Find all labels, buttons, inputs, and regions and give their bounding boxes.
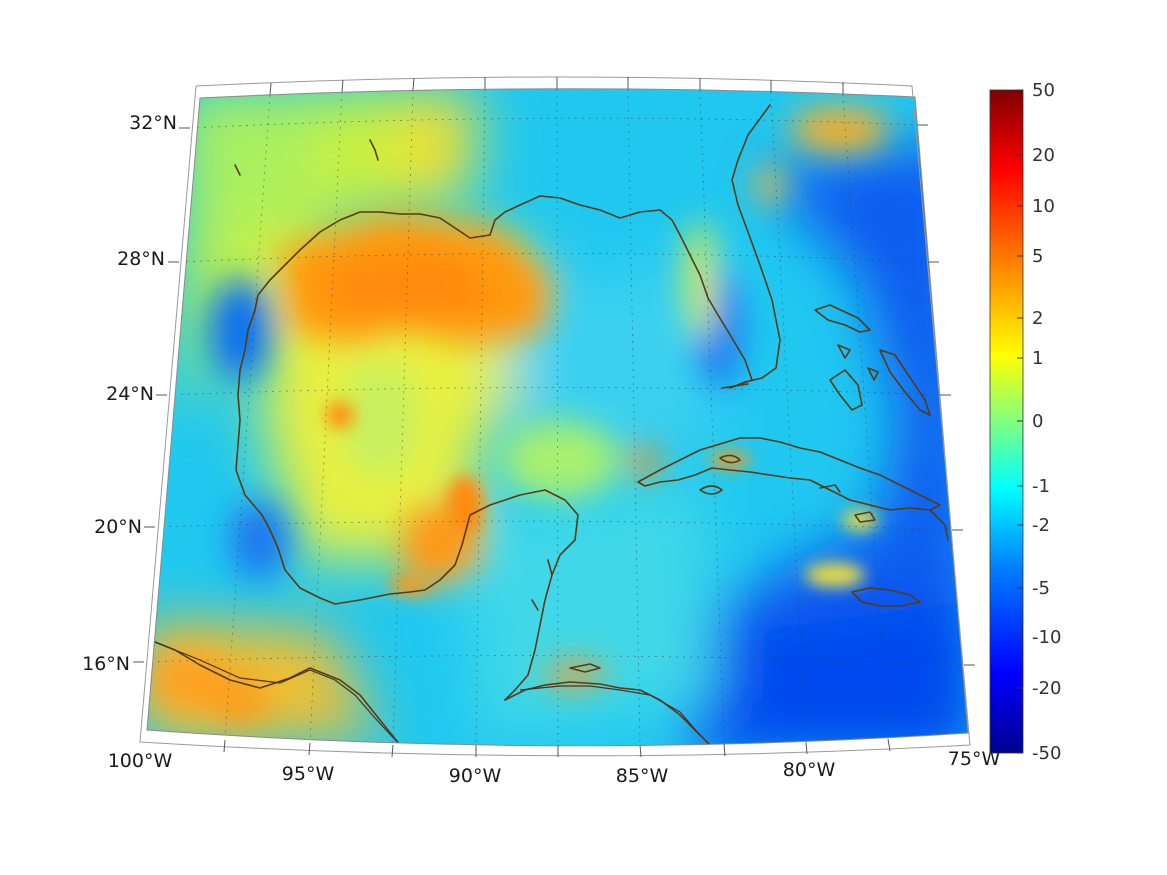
- lon-axis-labels: 100°W 95°W 90°W 85°W 80°W 75°W: [108, 748, 1001, 787]
- colorbar-label: -2: [1032, 515, 1050, 536]
- colorbar-labels: 50 20 10 5 2 1 0 -1 -2 -5 -10 -20 -50: [1032, 80, 1061, 764]
- colorbar-label: -10: [1032, 627, 1061, 648]
- gulf-coastline: [254, 104, 781, 389]
- lat-label: 16°N: [82, 653, 130, 675]
- colorbar-label: 50: [1032, 80, 1055, 101]
- lon-label: 90°W: [449, 765, 502, 787]
- colorbar: 50 20 10 5 2 1 0 -1 -2 -5 -10 -20 -50: [989, 80, 1061, 764]
- lat-label: 24°N: [106, 383, 154, 405]
- colorbar-label: 5: [1032, 246, 1043, 267]
- coastlines: [149, 104, 949, 746]
- lat-label: 20°N: [94, 516, 142, 538]
- borders: [154, 641, 701, 746]
- colorbar-label: 0: [1032, 411, 1043, 432]
- lat-label: 28°N: [117, 248, 165, 270]
- jamaica-coastline: [851, 587, 921, 607]
- colorbar-label: 2: [1032, 308, 1043, 329]
- lon-label: 95°W: [282, 763, 335, 785]
- lat-label: 32°N: [129, 112, 177, 134]
- colorbar-label: -5: [1032, 578, 1050, 599]
- colorbar-label: -1: [1032, 476, 1050, 497]
- colorbar-label: 1: [1032, 348, 1043, 369]
- graticule: [147, 88, 965, 746]
- map-frame: [133, 76, 975, 758]
- colorbar-label: 10: [1032, 196, 1055, 217]
- lon-label: 85°W: [616, 765, 669, 787]
- data-field: [147, 88, 968, 746]
- colorbar-label: -20: [1032, 678, 1061, 699]
- lat-axis-labels: 32°N 28°N 24°N 20°N 16°N: [82, 112, 177, 675]
- colorbar-ticks: [1017, 89, 1023, 754]
- lon-label: 80°W: [783, 759, 836, 781]
- lon-label: 100°W: [108, 750, 173, 772]
- colorbar-label: 20: [1032, 145, 1055, 166]
- colorbar-label: -50: [1032, 743, 1061, 764]
- lon-label: 75°W: [948, 748, 1001, 770]
